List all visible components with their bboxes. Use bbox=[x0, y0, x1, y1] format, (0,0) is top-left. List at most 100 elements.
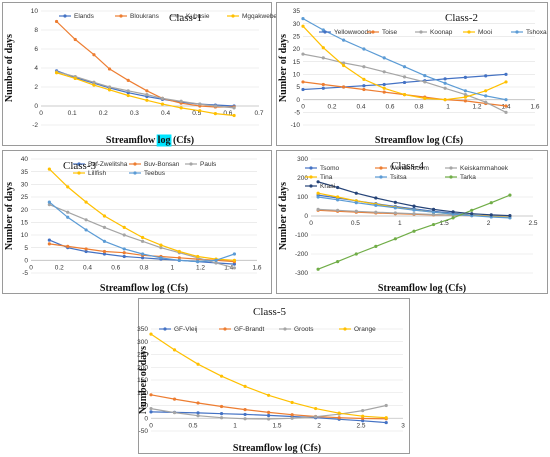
data-point bbox=[484, 100, 488, 104]
data-point bbox=[47, 167, 51, 171]
data-point bbox=[232, 106, 236, 110]
data-point bbox=[66, 185, 70, 189]
data-point bbox=[342, 38, 346, 42]
legend-label: Kubusie bbox=[186, 13, 210, 20]
data-point bbox=[342, 85, 346, 89]
x-tick-label: 0.7 bbox=[254, 110, 263, 117]
data-point bbox=[219, 412, 224, 416]
x-axis-title: Streamflow log (Cfs) bbox=[375, 135, 463, 146]
data-point bbox=[196, 411, 200, 415]
data-point bbox=[402, 80, 407, 85]
y-tick-label: 35 bbox=[21, 169, 29, 176]
chart-title: Class-3 bbox=[63, 160, 97, 172]
data-point bbox=[122, 247, 126, 251]
legend-swatch-marker bbox=[323, 30, 327, 34]
chart-title: Class-5 bbox=[253, 306, 287, 318]
data-point bbox=[412, 204, 416, 208]
data-point bbox=[374, 203, 378, 207]
data-point bbox=[160, 96, 165, 100]
data-point bbox=[102, 252, 107, 256]
data-point bbox=[504, 110, 508, 114]
legend-swatch-marker bbox=[63, 14, 67, 18]
data-point bbox=[321, 82, 325, 87]
data-point bbox=[402, 75, 407, 79]
y-tick-label: 200 bbox=[137, 364, 148, 371]
y-tick-label: -300 bbox=[295, 270, 308, 277]
data-point bbox=[361, 416, 365, 421]
chart-svg-class-2: -10-50510152025303500.20.40.60.811.21.41… bbox=[278, 8, 547, 146]
data-point bbox=[267, 417, 271, 421]
data-point bbox=[159, 243, 163, 247]
y-tick-label: 20 bbox=[21, 207, 29, 214]
y-tick-label: -50 bbox=[139, 428, 149, 435]
data-point bbox=[213, 104, 217, 108]
y-tick-label: 150 bbox=[137, 377, 148, 384]
legend-label: Bloukrans bbox=[130, 13, 160, 20]
highlight-box bbox=[156, 134, 172, 147]
x-tick-label: 0 bbox=[29, 264, 33, 271]
data-point bbox=[382, 70, 386, 74]
y-tick-label: 0 bbox=[144, 415, 148, 422]
data-point bbox=[301, 24, 305, 28]
x-tick-label: 0.6 bbox=[223, 110, 232, 117]
data-point bbox=[232, 262, 236, 266]
legend-label: Lillfish bbox=[88, 170, 106, 177]
x-tick-label: 0.8 bbox=[139, 264, 148, 271]
data-point bbox=[122, 225, 126, 229]
chart-panel-class-2: -10-50510152025303500.20.40.60.811.21.41… bbox=[276, 2, 548, 146]
y-tick-label: 0 bbox=[304, 213, 308, 220]
y-tick-label: 100 bbox=[137, 390, 148, 397]
y-tick-label: 15 bbox=[293, 59, 301, 66]
x-axis-title: Streamflow log (Cfs) bbox=[106, 135, 194, 146]
legend-swatch-marker bbox=[309, 166, 313, 170]
legend-swatch-marker bbox=[283, 327, 287, 331]
data-point bbox=[149, 332, 153, 336]
data-point bbox=[159, 256, 163, 260]
legend-swatch-marker bbox=[223, 327, 227, 331]
legend-label: Mgqakwebe bbox=[242, 13, 277, 20]
data-point bbox=[73, 76, 77, 81]
data-point bbox=[213, 112, 217, 116]
data-point bbox=[431, 210, 436, 214]
x-tick-label: 0.5 bbox=[192, 110, 201, 117]
x-tick-label: 1 bbox=[170, 264, 174, 271]
data-point bbox=[336, 260, 340, 264]
legend-label: Kraai bbox=[320, 183, 335, 190]
legend-label: Yellowwoods bbox=[334, 29, 372, 36]
data-point bbox=[374, 244, 378, 248]
data-point bbox=[431, 212, 436, 217]
chart-panel-class-5: -50 0 50 100 150 200 250 300 350 0 0.5 1 1.5 2 2.5 3 GF-… bbox=[137, 298, 410, 454]
data-point bbox=[337, 411, 341, 415]
data-point bbox=[463, 99, 467, 103]
data-point bbox=[362, 84, 366, 88]
x-tick-label: 0 bbox=[149, 422, 153, 429]
legend-label: Pauls bbox=[200, 161, 217, 168]
y-tick-label: 5 bbox=[24, 245, 28, 252]
y-axis-title: Number of days bbox=[4, 34, 15, 102]
data-point bbox=[484, 74, 488, 78]
y-tick-label: 10 bbox=[31, 8, 39, 15]
data-point bbox=[219, 404, 224, 409]
data-point bbox=[47, 242, 51, 246]
legend-label: Tarka bbox=[460, 174, 476, 181]
data-point bbox=[159, 246, 163, 250]
data-point bbox=[102, 249, 107, 254]
data-point bbox=[179, 99, 183, 103]
data-point bbox=[84, 228, 88, 232]
x-tick-label: 2.5 bbox=[528, 220, 537, 227]
legend-label: Tsomo bbox=[320, 165, 340, 172]
legend-swatch-marker bbox=[449, 166, 453, 170]
data-point bbox=[243, 407, 247, 412]
data-point bbox=[73, 37, 77, 42]
legend-label: Tina bbox=[320, 174, 333, 181]
data-point bbox=[140, 235, 145, 240]
data-point bbox=[66, 215, 70, 219]
data-point bbox=[382, 82, 386, 87]
data-point bbox=[145, 93, 149, 97]
data-point bbox=[177, 256, 181, 260]
data-point bbox=[243, 384, 247, 388]
data-point bbox=[431, 222, 436, 227]
data-point bbox=[140, 256, 145, 260]
x-tick-label: 2 bbox=[487, 220, 491, 227]
